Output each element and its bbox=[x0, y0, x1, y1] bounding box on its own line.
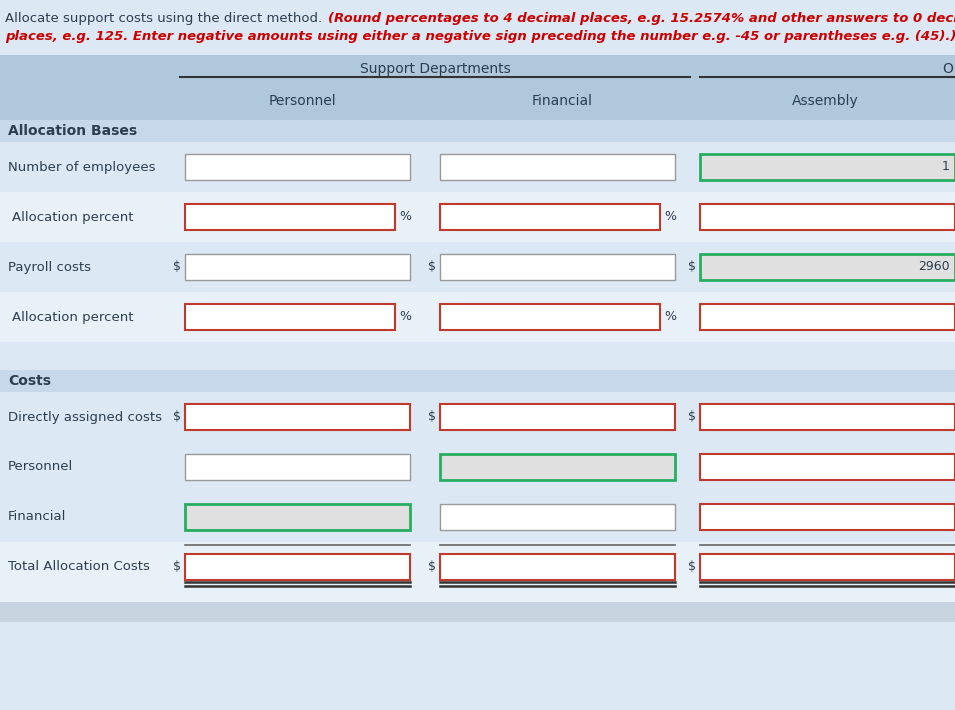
Text: Number of employees: Number of employees bbox=[8, 160, 156, 173]
Bar bbox=[700, 404, 955, 430]
Text: Payroll costs: Payroll costs bbox=[8, 261, 91, 273]
Bar bbox=[185, 254, 410, 280]
Bar bbox=[185, 204, 395, 230]
Bar bbox=[0, 342, 955, 370]
Text: $: $ bbox=[428, 560, 436, 574]
Text: %: % bbox=[399, 210, 411, 224]
Text: Support Departments: Support Departments bbox=[360, 62, 510, 76]
Bar bbox=[185, 554, 410, 580]
Bar bbox=[185, 404, 410, 430]
Bar bbox=[440, 254, 675, 280]
Bar bbox=[700, 254, 955, 280]
Bar bbox=[700, 554, 955, 580]
Text: Allocation percent: Allocation percent bbox=[12, 310, 134, 324]
Text: (Round percentages to 4 decimal places, e.g. 15.2574% and other answers to 0 dec: (Round percentages to 4 decimal places, … bbox=[328, 12, 955, 25]
Text: $: $ bbox=[688, 261, 696, 273]
Text: $: $ bbox=[428, 261, 436, 273]
Bar bbox=[0, 492, 955, 542]
Text: Costs: Costs bbox=[8, 374, 51, 388]
Bar bbox=[0, 192, 955, 242]
Bar bbox=[0, 120, 955, 142]
Text: 2960: 2960 bbox=[919, 261, 950, 273]
Bar bbox=[700, 304, 955, 330]
Text: Personnel: Personnel bbox=[268, 94, 336, 108]
Bar bbox=[185, 304, 395, 330]
Bar bbox=[440, 554, 675, 580]
Text: %: % bbox=[664, 210, 676, 224]
Bar bbox=[185, 504, 410, 530]
Text: %: % bbox=[664, 310, 676, 324]
Text: %: % bbox=[399, 310, 411, 324]
Text: places, e.g. 125. Enter negative amounts using either a negative sign preceding : places, e.g. 125. Enter negative amounts… bbox=[5, 30, 955, 43]
Bar bbox=[440, 404, 675, 430]
Bar bbox=[440, 304, 660, 330]
Text: $: $ bbox=[688, 560, 696, 574]
Bar bbox=[440, 504, 675, 530]
Text: $: $ bbox=[428, 410, 436, 423]
Bar bbox=[0, 542, 955, 607]
Text: Financial: Financial bbox=[532, 94, 593, 108]
Bar bbox=[700, 154, 955, 180]
Bar bbox=[185, 454, 410, 480]
Text: $: $ bbox=[173, 410, 181, 423]
Bar bbox=[700, 454, 955, 480]
Bar bbox=[0, 242, 955, 292]
Text: Allocate support costs using the direct method.: Allocate support costs using the direct … bbox=[5, 12, 322, 25]
Text: Assembly: Assembly bbox=[792, 94, 859, 108]
Bar bbox=[440, 154, 675, 180]
Text: $: $ bbox=[173, 261, 181, 273]
Bar bbox=[0, 442, 955, 492]
Bar bbox=[0, 55, 955, 120]
Text: 1: 1 bbox=[943, 160, 950, 173]
Bar bbox=[0, 602, 955, 622]
Text: Allocation Bases: Allocation Bases bbox=[8, 124, 138, 138]
Bar bbox=[700, 504, 955, 530]
Bar bbox=[185, 154, 410, 180]
Bar bbox=[440, 454, 675, 480]
Bar bbox=[0, 392, 955, 442]
Bar bbox=[700, 204, 955, 230]
Bar bbox=[0, 370, 955, 392]
Text: Personnel: Personnel bbox=[8, 461, 74, 474]
Bar bbox=[0, 142, 955, 192]
Text: Financial: Financial bbox=[8, 510, 67, 523]
Text: Directly assigned costs: Directly assigned costs bbox=[8, 410, 162, 423]
Bar bbox=[0, 292, 955, 342]
Bar bbox=[440, 204, 660, 230]
Text: $: $ bbox=[173, 560, 181, 574]
Text: Allocation percent: Allocation percent bbox=[12, 210, 134, 224]
Text: Total Allocation Costs: Total Allocation Costs bbox=[8, 560, 150, 574]
Text: $: $ bbox=[688, 410, 696, 423]
Text: O: O bbox=[943, 62, 953, 76]
